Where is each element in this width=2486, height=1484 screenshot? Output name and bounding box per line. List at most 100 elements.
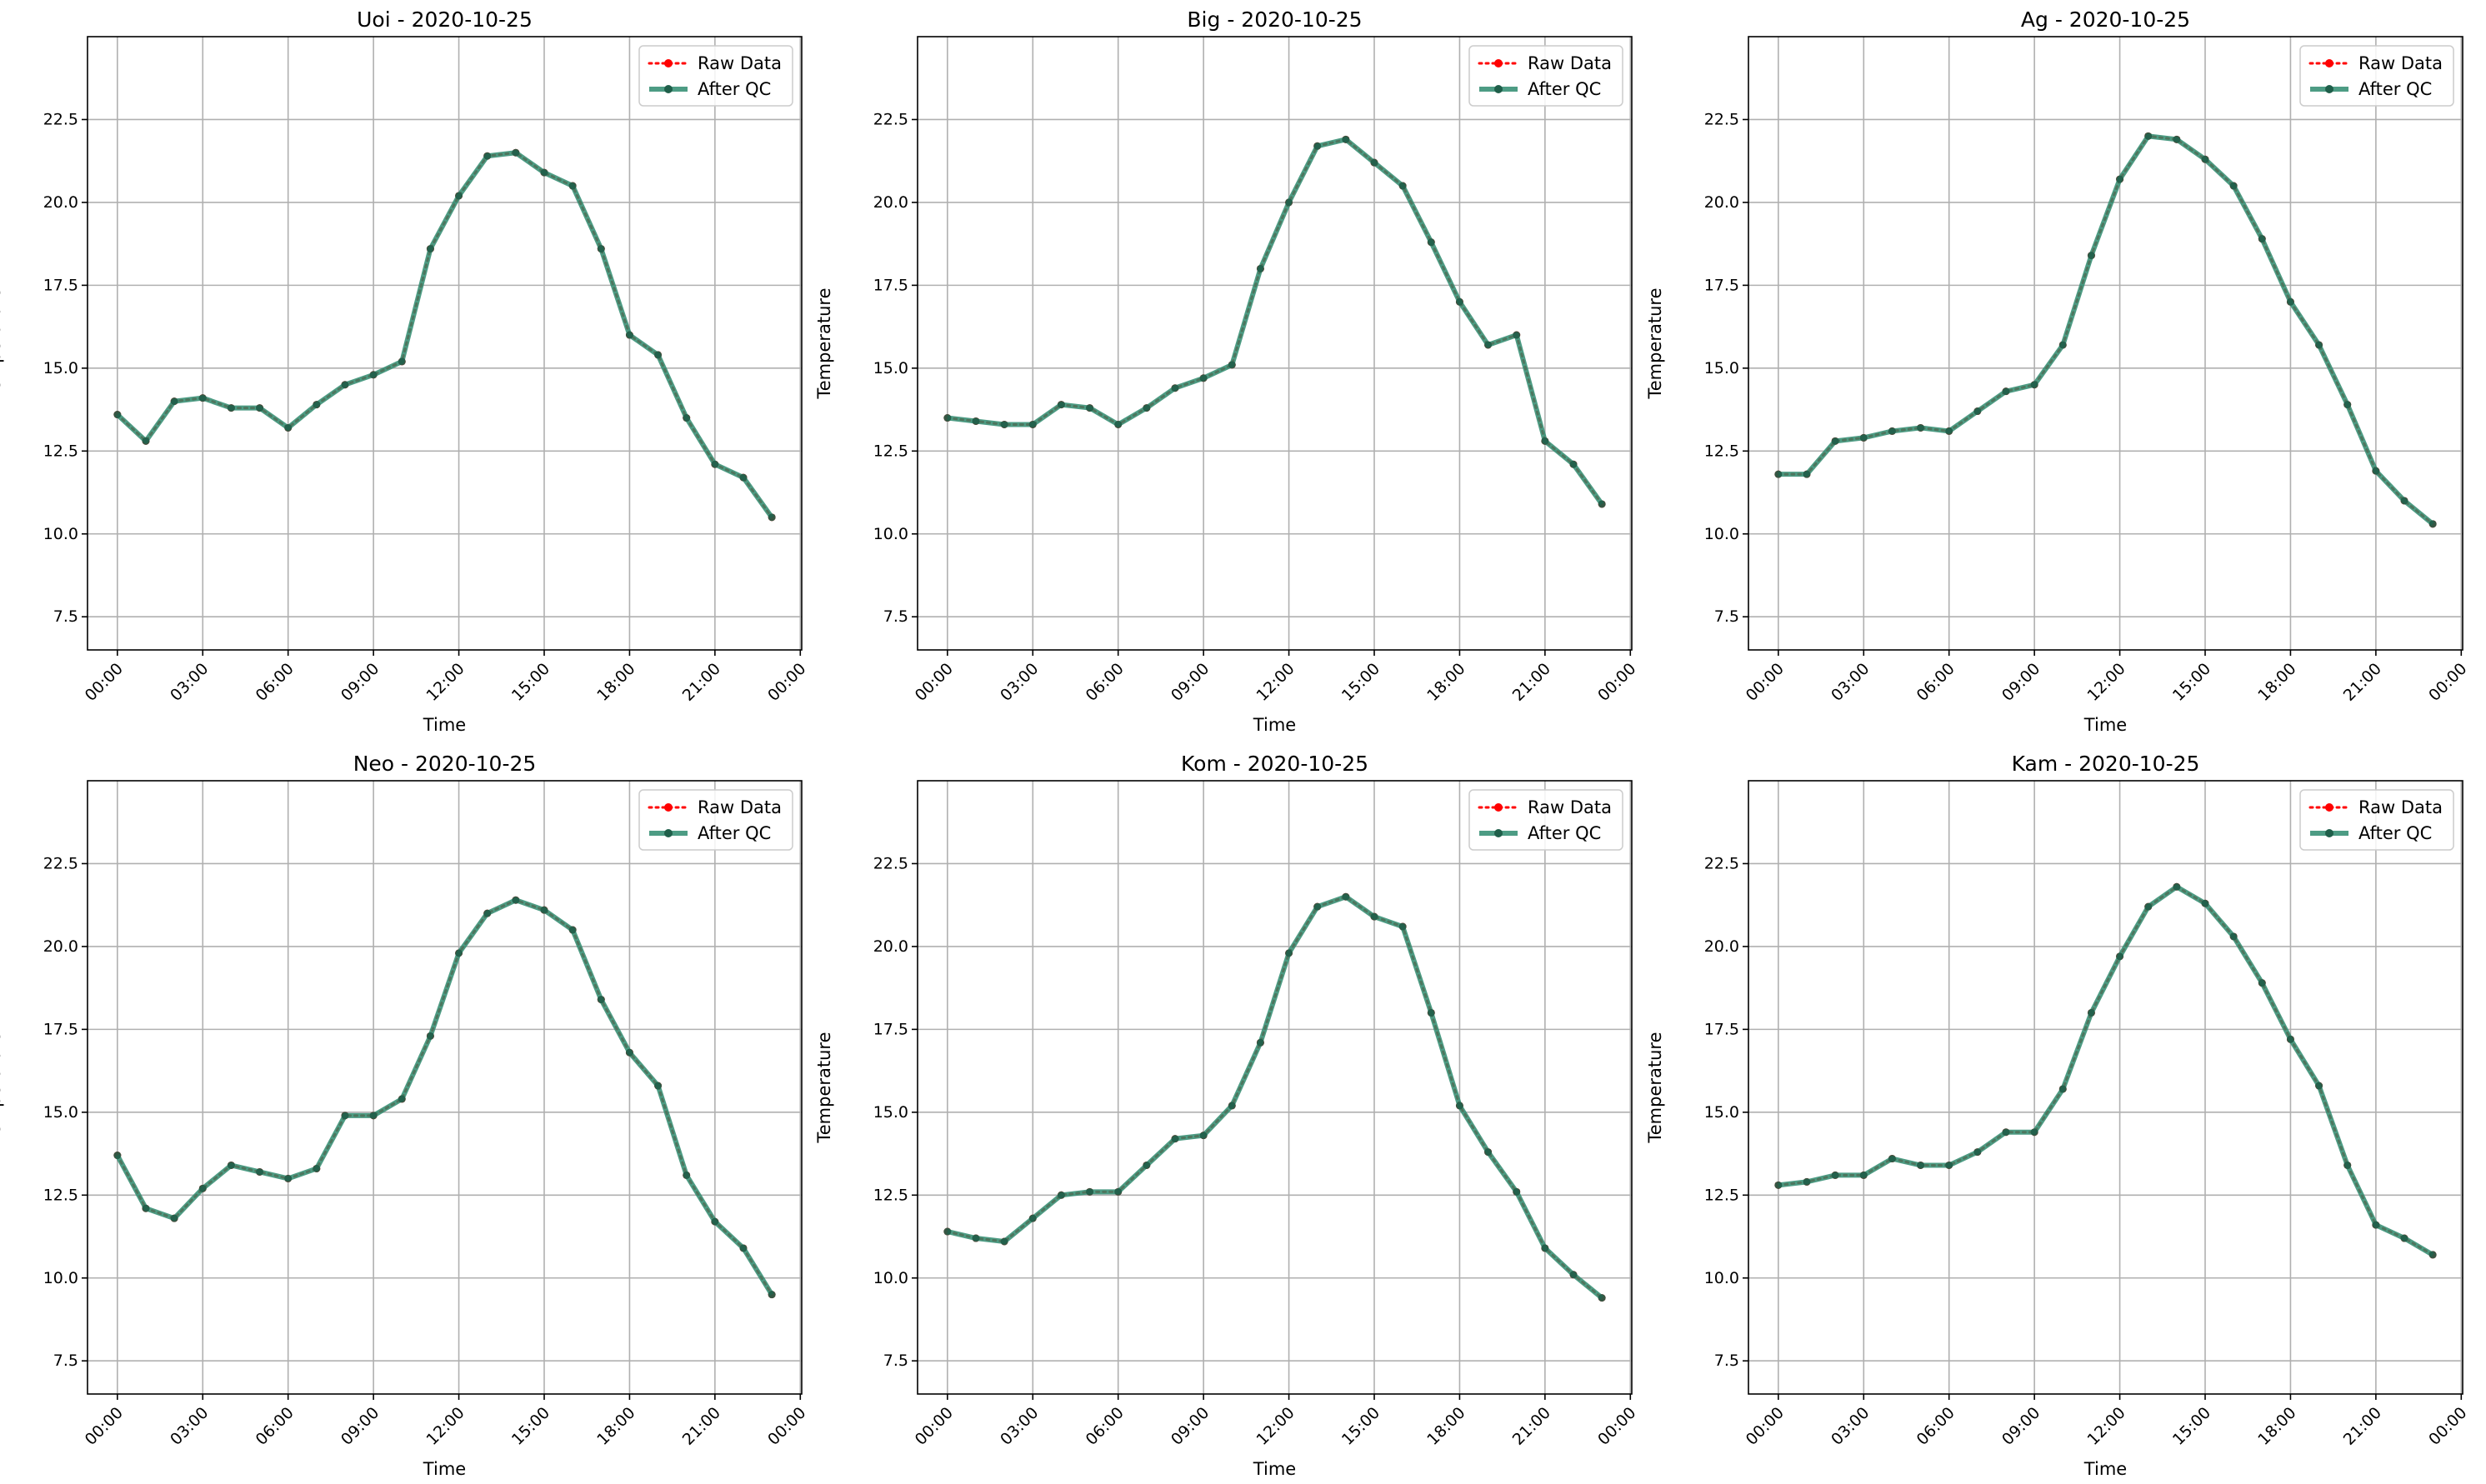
legend-raw-marker [664, 59, 673, 67]
plot-frame [87, 36, 803, 651]
after-qc-point [1398, 182, 1407, 190]
after-qc-point [369, 371, 378, 379]
after-qc-point [1057, 1191, 1065, 1199]
x-tick-label: 12:00 [2083, 1404, 2128, 1449]
x-tick-label: 18:00 [593, 1404, 638, 1449]
x-tick-label: 06:00 [1913, 1404, 1958, 1449]
plot-frame [917, 36, 1633, 651]
after-qc-line [115, 150, 774, 519]
after-qc-point [2030, 1128, 2038, 1137]
after-qc-point [1370, 912, 1378, 921]
x-tick-label: 06:00 [1083, 1404, 1128, 1449]
legend-raw-marker [2325, 803, 2333, 812]
after-qc-point [2087, 252, 2095, 260]
y-tick-label: 12.5 [1704, 442, 1739, 460]
after-qc-point [2400, 1234, 2408, 1242]
y-tick-label: 20.0 [43, 193, 78, 212]
after-qc-point [2173, 882, 2181, 891]
after-qc-point [654, 1082, 663, 1090]
x-tick-label: 12:00 [1253, 1404, 1298, 1449]
x-tick-label: 00:00 [764, 660, 809, 705]
y-tick-label: 12.5 [873, 1186, 908, 1204]
after-qc-point [1143, 1161, 1151, 1169]
after-qc-point [2372, 1221, 2380, 1229]
after-qc-point [1028, 420, 1037, 428]
y-tick-label: 10.0 [873, 1269, 908, 1287]
after-qc-point [1256, 264, 1264, 272]
after-qc-point [2201, 155, 2209, 163]
after-qc-point [1917, 423, 1925, 432]
after-qc-point [1598, 1294, 1606, 1302]
after-qc-point [1569, 1271, 1578, 1279]
after-qc-point [341, 1112, 349, 1120]
after-qc-point [1973, 407, 1982, 416]
legend-raw-label: Raw Data [2358, 53, 2443, 73]
after-qc-point [1370, 158, 1378, 167]
legend-raw-label: Raw Data [2358, 797, 2443, 817]
after-qc-point [512, 896, 520, 904]
x-tick-label: 09:00 [1168, 1404, 1213, 1449]
after-qc-point [142, 1204, 150, 1212]
y-tick-label: 7.5 [1714, 1352, 1739, 1370]
after-qc-point [2229, 932, 2238, 941]
chart-panel: 00:00 03:00 06:00 09:00 12:00 15:00 18:00 21:00… [814, 7, 1639, 735]
x-tick-label: 09:00 [338, 660, 383, 705]
after-qc-point [1455, 297, 1463, 306]
x-tick-label: 06:00 [1083, 660, 1128, 705]
after-qc-point [227, 1161, 235, 1169]
legend: Raw Data After QC [638, 789, 793, 851]
y-tick-label: 17.5 [1704, 1020, 1739, 1038]
legend: Raw Data After QC [1468, 789, 1623, 851]
legend-raw-marker [1494, 803, 1503, 812]
after-qc-point [2428, 520, 2437, 528]
x-tick-label: 21:00 [679, 660, 724, 705]
after-qc-point [1484, 1148, 1493, 1157]
y-tick-label: 7.5 [53, 1352, 78, 1370]
y-tick-label: 7.5 [1714, 607, 1739, 626]
y-tick-label: 22.5 [873, 110, 908, 128]
after-qc-point [625, 1048, 633, 1057]
after-qc-point [1057, 401, 1065, 409]
x-axis-label: Time [2083, 1459, 2127, 1479]
x-tick-label: 15:00 [2169, 1404, 2214, 1449]
legend-qc-label: After QC [2358, 79, 2432, 99]
x-tick-label: 18:00 [2254, 1404, 2299, 1449]
x-axis-label: Time [423, 1459, 466, 1479]
after-qc-point [1541, 1244, 1549, 1252]
y-tick-label: 15.0 [1704, 1103, 1739, 1122]
after-qc-point [1598, 500, 1606, 508]
y-tick-label: 20.0 [873, 193, 908, 212]
legend: Raw Data After QC [1468, 45, 1623, 107]
x-tick-label: 03:00 [997, 660, 1042, 705]
legend-raw-label: Raw Data [698, 53, 782, 73]
x-tick-label: 21:00 [1509, 660, 1554, 705]
after-qc-point [1859, 1171, 1868, 1179]
plot-frame [917, 780, 1633, 1395]
x-tick-label: 00:00 [2425, 660, 2470, 705]
after-qc-point [654, 351, 663, 359]
after-qc-point [341, 381, 349, 389]
after-qc-point [1888, 1155, 1896, 1163]
after-qc-point [1859, 433, 1868, 442]
x-tick-label: 00:00 [912, 660, 957, 705]
after-qc-point [597, 996, 605, 1004]
after-qc-point [625, 331, 633, 339]
after-qc-point [2201, 899, 2209, 907]
after-qc-point [1313, 142, 1322, 150]
x-tick-label: 00:00 [1594, 660, 1639, 705]
after-qc-point [113, 1152, 122, 1160]
after-qc-point [2173, 135, 2181, 143]
after-qc-point [2087, 1008, 2095, 1017]
legend-qc-marker [664, 829, 673, 837]
after-qc-point [943, 1227, 952, 1236]
after-qc-point [284, 423, 293, 432]
after-qc-point [1228, 361, 1236, 369]
after-qc-point [2058, 341, 2067, 349]
after-qc-point [540, 168, 548, 177]
y-tick-label: 22.5 [873, 854, 908, 872]
legend-raw-label: Raw Data [698, 797, 782, 817]
y-tick-label: 22.5 [1704, 854, 1739, 872]
after-qc-point [972, 1234, 980, 1242]
after-qc-point [2030, 381, 2038, 389]
after-qc-point [2116, 952, 2124, 961]
